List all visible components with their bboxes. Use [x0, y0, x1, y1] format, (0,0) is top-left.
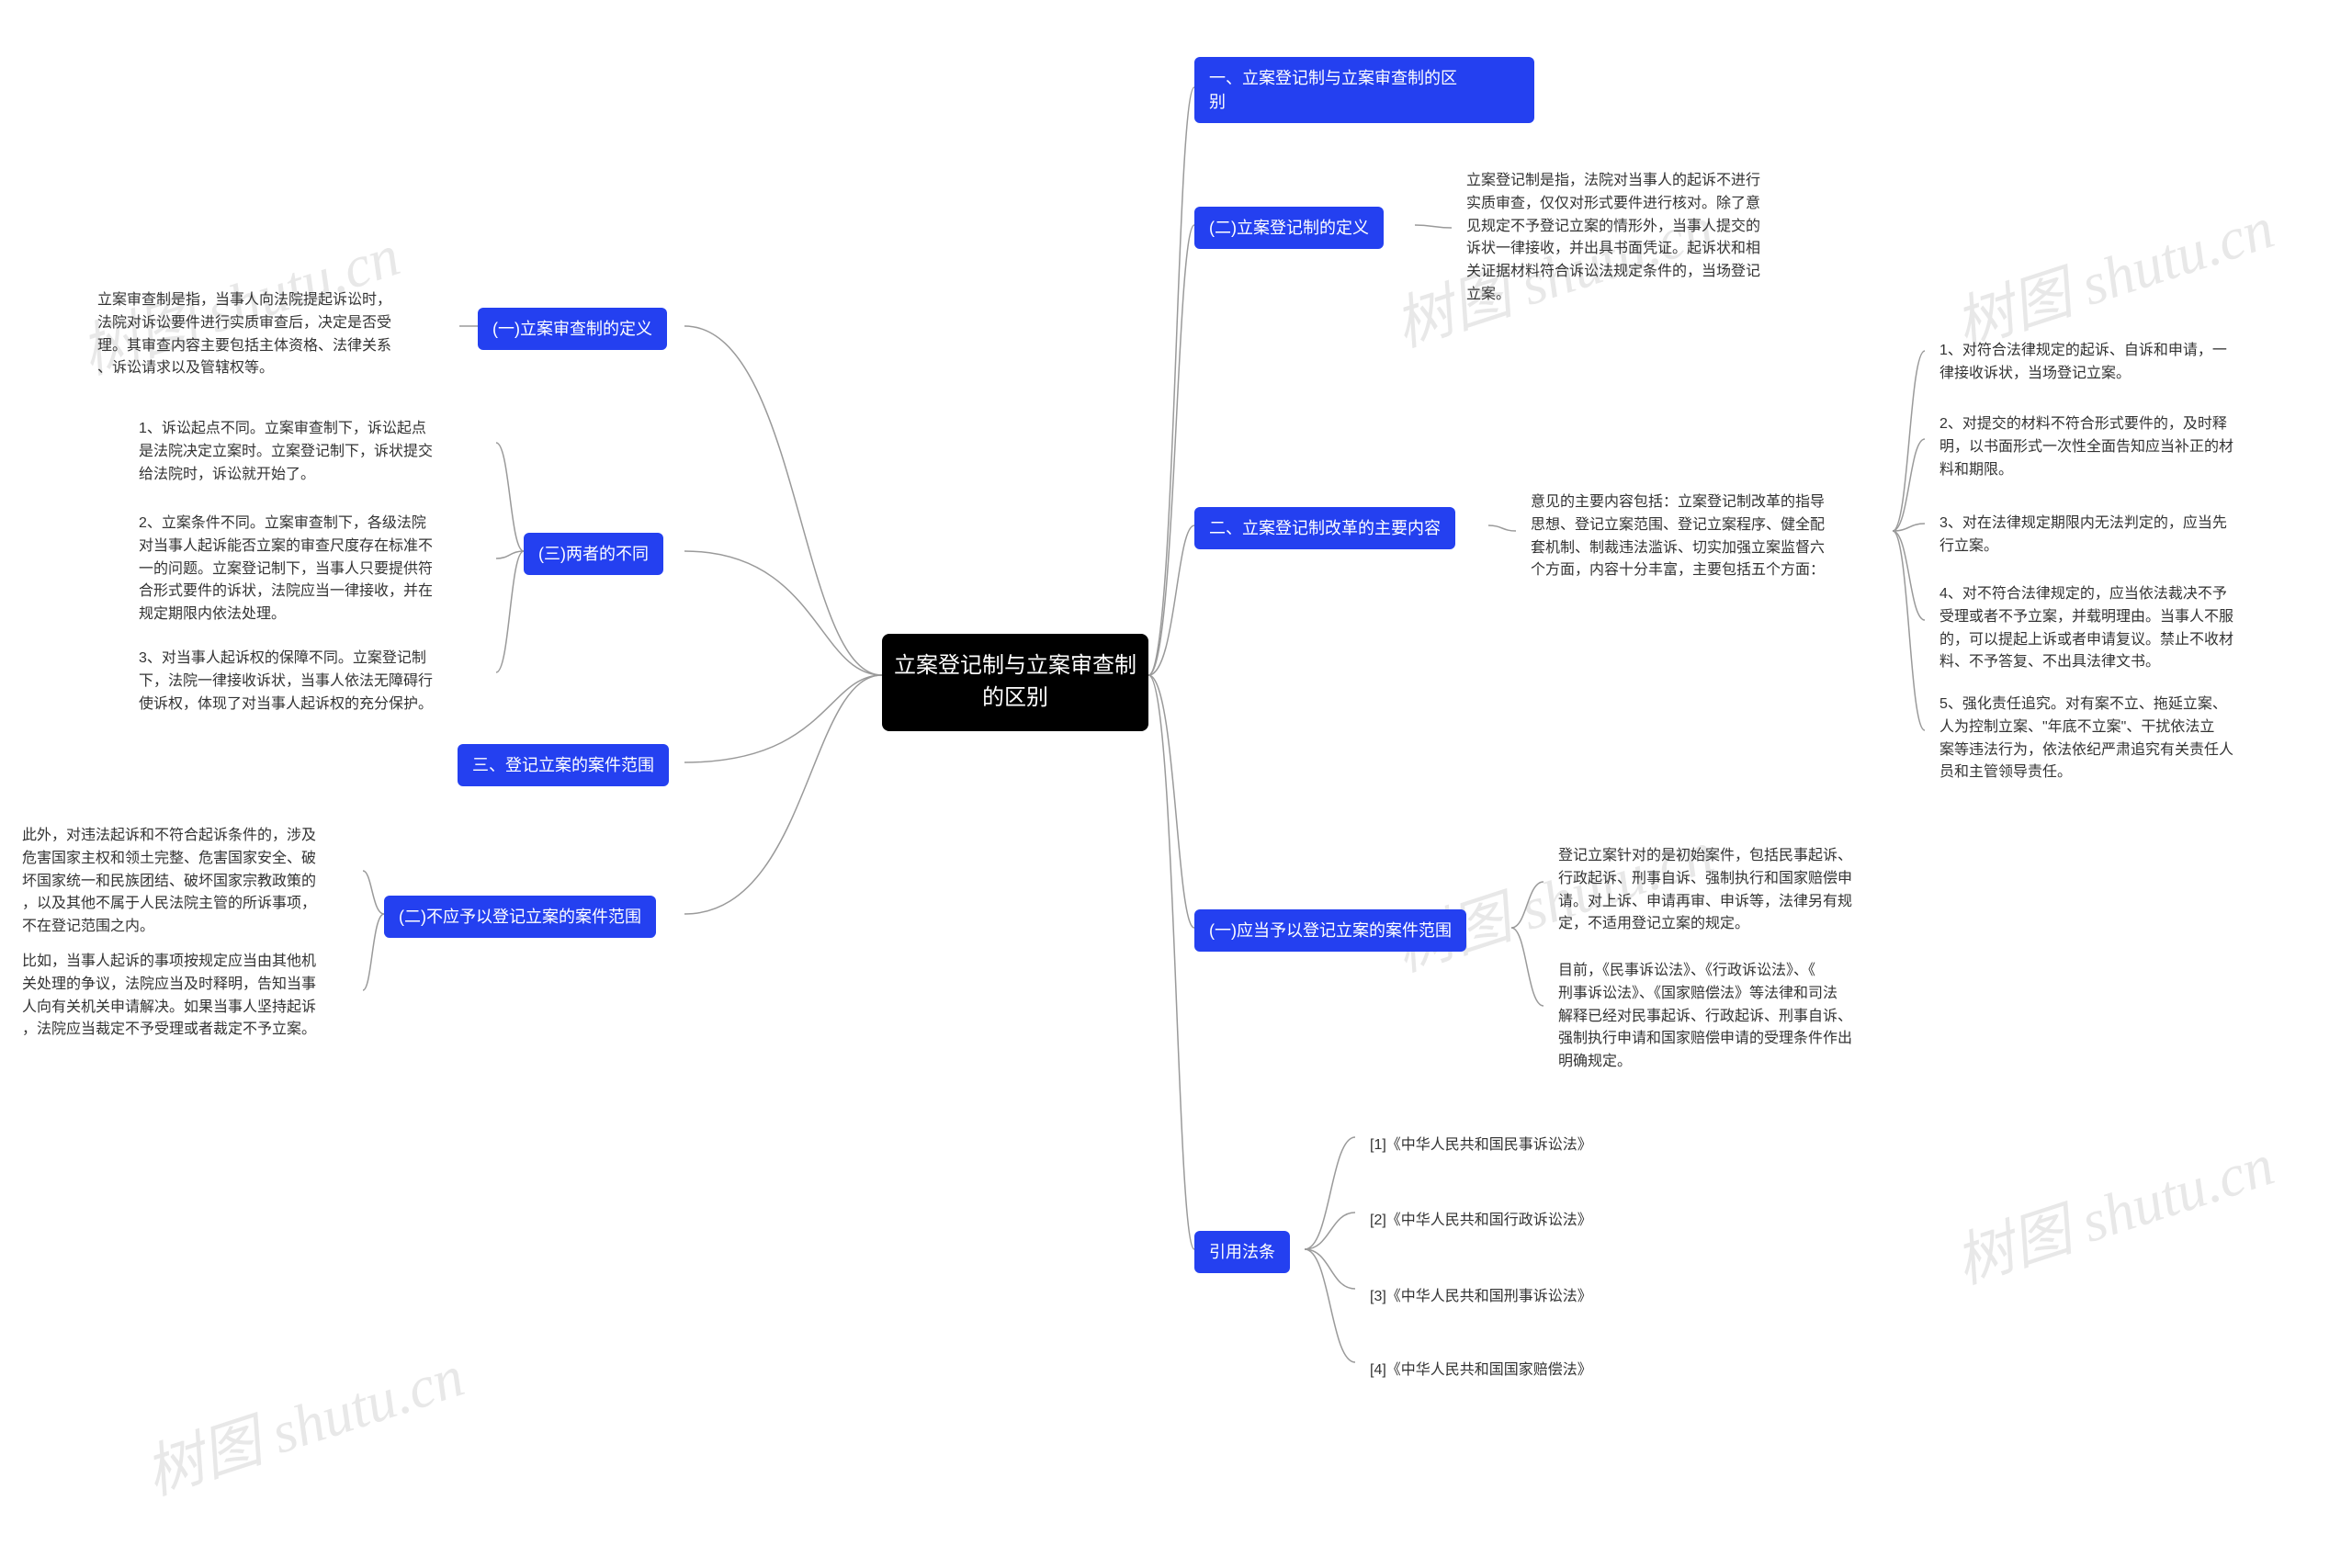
branch-left-4[interactable]: 三、登记立案的案件范围	[458, 744, 669, 786]
leaf-left-3-2: 2、立案条件不同。立案审查制下，各级法院 对当事人起诉能否立案的审查尺度存在标准…	[124, 503, 510, 636]
leaf-right-3-1-4: 4、对不符合法律规定的，应当依法裁决不予 受理或者不予立案，并载明理由。当事人不…	[1925, 574, 2311, 683]
branch-right-2[interactable]: (二)立案登记制的定义	[1194, 207, 1384, 249]
leaf-left-5-2: 比如，当事人起诉的事项按规定应当由其他机 关处理的争议，法院应当及时释明，告知当…	[7, 942, 375, 1051]
leaf-left-3-1: 1、诉讼起点不同。立案审查制下，诉讼起点 是法院决定立案时。立案登记制下，诉状提…	[124, 409, 510, 495]
root-node[interactable]: 立案登记制与立案审查制 的区别	[882, 634, 1148, 731]
branch-left-3[interactable]: (三)两者的不同	[524, 533, 663, 575]
leaf-right-4-1: 登记立案针对的是初始案件，包括民事起诉、 行政起诉、刑事自诉、强制执行和国家赔偿…	[1544, 836, 1929, 945]
leaf-right-3-1-3: 3、对在法律规定期限内无法判定的，应当先 行立案。	[1925, 503, 2311, 568]
leaf-right-5-2: [2]《中华人民共和国行政诉讼法》	[1355, 1201, 1607, 1242]
leaf-right-5-4: [4]《中华人民共和国国家赔偿法》	[1355, 1350, 1607, 1392]
branch-right-4[interactable]: (一)应当予以登记立案的案件范围	[1194, 909, 1466, 952]
leaf-right-3-1-5: 5、强化责任追究。对有案不立、拖延立案、 人为控制立案、"年底不立案"、干扰依法…	[1925, 684, 2311, 794]
watermark: 树图 shutu.cn	[1943, 1118, 2283, 1300]
branch-left-5[interactable]: (二)不应予以登记立案的案件范围	[384, 896, 656, 938]
leaf-right-3-1-1: 1、对符合法律规定的起诉、自诉和申请，一 律接收诉状，当场登记立案。	[1925, 331, 2311, 395]
leaf-left-1-1: 立案审查制是指，当事人向法院提起诉讼时， 法院对诉讼要件进行实质审查后，决定是否…	[83, 280, 469, 389]
watermark: 树图 shutu.cn	[133, 1329, 473, 1511]
leaf-right-5-3: [3]《中华人民共和国刑事诉讼法》	[1355, 1277, 1607, 1318]
leaf-right-5-1: [1]《中华人民共和国民事诉讼法》	[1355, 1125, 1607, 1167]
leaf-right-4-2: 目前，《民事诉讼法》、《行政诉讼法》、《 刑事诉讼法》、《国家赔偿法》等法律和司…	[1544, 951, 1929, 1083]
branch-right-5[interactable]: 引用法条	[1194, 1231, 1290, 1273]
leaf-left-5-1: 此外，对违法起诉和不符合起诉条件的，涉及 危害国家主权和领土完整、危害国家安全、…	[7, 816, 375, 948]
leaf-right-3-1: 意见的主要内容包括：立案登记制改革的指导 思想、登记立案范围、登记立案程序、健全…	[1516, 482, 1902, 592]
branch-right-3[interactable]: 二、立案登记制改革的主要内容	[1194, 507, 1455, 549]
branch-right-1[interactable]: 一、立案登记制与立案审查制的区 别	[1194, 57, 1534, 123]
leaf-right-3-1-2: 2、对提交的材料不符合形式要件的，及时释 明，以书面形式一次性全面告知应当补正的…	[1925, 404, 2311, 491]
leaf-left-3-3: 3、对当事人起诉权的保障不同。立案登记制 下，法院一律接收诉状，当事人依法无障碍…	[124, 638, 510, 725]
leaf-right-2-1: 立案登记制是指，法院对当事人的起诉不进行 实质审查，仅仅对形式要件进行核对。除了…	[1452, 161, 1838, 316]
branch-left-1[interactable]: (一)立案审查制的定义	[478, 308, 667, 350]
